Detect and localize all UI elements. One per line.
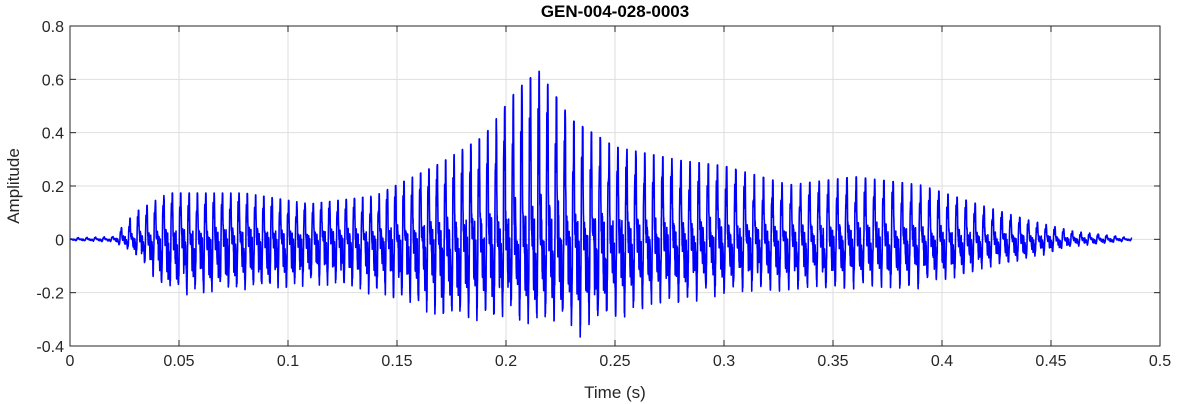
x-tick-label: 0.45	[1035, 353, 1066, 370]
x-tick-label: 0.05	[163, 353, 194, 370]
y-tick-label: 0.6	[42, 72, 64, 89]
chart-title: GEN-004-028-0003	[541, 2, 689, 21]
y-tick-label: 0.8	[42, 19, 64, 36]
x-tick-label: 0.1	[277, 353, 299, 370]
x-tick-label: 0.5	[1149, 353, 1171, 370]
waveform-series	[69, 70, 1133, 338]
x-tick-label: 0.25	[599, 353, 630, 370]
y-axis-ticks: -0.4 -0.2 0 0.2 0.4 0.6 0.8	[36, 19, 1160, 356]
x-tick-label: 0.15	[381, 353, 412, 370]
y-tick-label: 0.2	[42, 179, 64, 196]
x-tick-label: 0.2	[495, 353, 517, 370]
y-tick-label: 0.4	[42, 126, 64, 143]
x-axis-ticks: 0 0.05 0.1 0.15 0.2 0.25 0.3 0.35 0.4 0.45 0.5	[66, 26, 1171, 370]
x-tick-label: 0	[66, 353, 75, 370]
x-tick-label: 0.3	[713, 353, 735, 370]
y-tick-label: -0.4	[36, 339, 64, 356]
y-tick-label: -0.2	[36, 286, 64, 303]
x-axis-label: Time (s)	[584, 383, 646, 402]
waveform-line	[69, 70, 1133, 338]
y-axis-label: Amplitude	[4, 148, 23, 224]
y-tick-label: 0	[55, 232, 64, 249]
x-tick-label: 0.35	[817, 353, 848, 370]
x-tick-label: 0.4	[931, 353, 953, 370]
